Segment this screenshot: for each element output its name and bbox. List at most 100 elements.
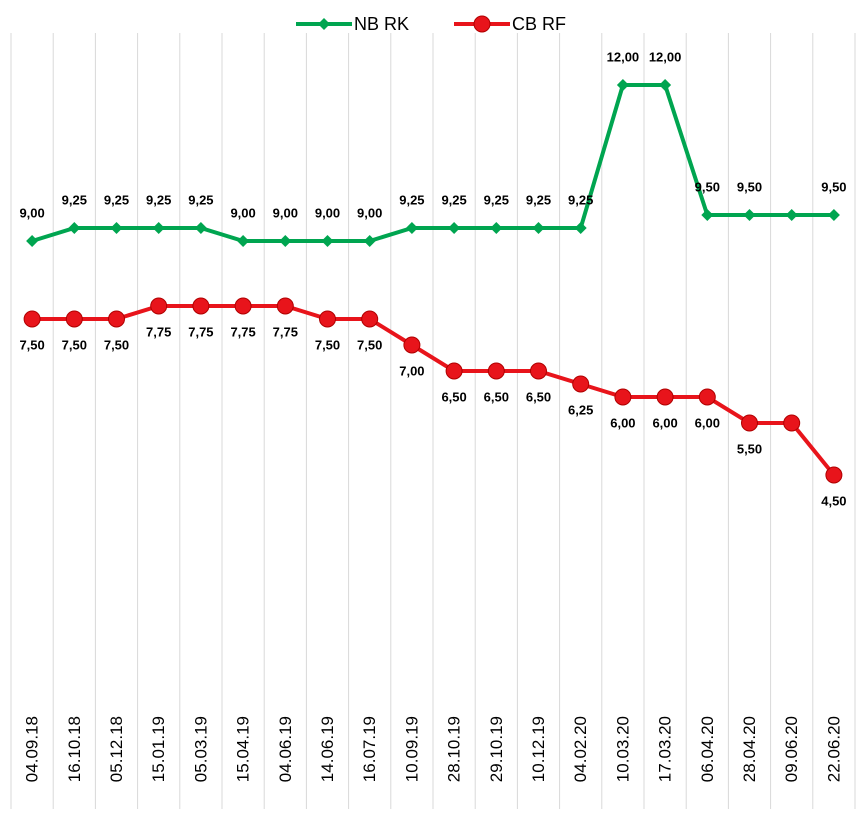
point	[150, 297, 168, 315]
point	[68, 222, 81, 234]
x-tick-label: 04.02.20	[571, 716, 590, 782]
data-label: 9,25	[62, 192, 87, 207]
x-tick-label: 04.09.18	[23, 716, 42, 782]
point	[574, 222, 587, 234]
x-tick-label: 16.10.18	[65, 716, 84, 782]
data-label: 7,50	[104, 337, 129, 352]
point	[448, 222, 461, 234]
point	[701, 209, 714, 221]
legend-label: CB RF	[512, 14, 566, 34]
x-tick-label: 17.03.20	[656, 716, 675, 782]
data-label: 7,50	[19, 337, 44, 352]
point	[656, 388, 674, 406]
data-label: 7,75	[146, 324, 171, 339]
data-label: 9,00	[273, 205, 298, 220]
x-tick-label: 06.04.20	[698, 716, 717, 782]
x-tick-label: 15.04.19	[234, 716, 253, 782]
data-label: 9,00	[315, 205, 340, 220]
point	[743, 209, 756, 221]
point	[321, 235, 334, 247]
data-label: 6,50	[484, 389, 509, 404]
data-label: 4,50	[821, 493, 846, 508]
point	[237, 235, 250, 247]
point	[361, 310, 379, 328]
point	[108, 310, 125, 328]
data-label: 9,25	[146, 192, 171, 207]
point	[405, 222, 418, 234]
point	[532, 222, 545, 234]
data-label: 6,00	[695, 415, 720, 430]
data-label: 12,00	[649, 49, 682, 64]
point	[319, 310, 336, 328]
data-label: 7,50	[315, 337, 340, 352]
data-label: 7,50	[62, 337, 87, 352]
point	[276, 297, 294, 315]
x-tick-label: 10.09.19	[402, 716, 421, 782]
data-label: 9,50	[695, 179, 720, 194]
x-tick-label: 04.06.19	[276, 716, 295, 782]
x-tick-label: 10.12.19	[529, 716, 548, 782]
point	[741, 414, 758, 432]
data-label: 6,00	[652, 415, 677, 430]
data-label: 9,25	[568, 192, 593, 207]
data-label: 9,50	[821, 179, 846, 194]
point	[825, 466, 843, 484]
series-line	[31, 83, 834, 243]
data-label: 6,25	[568, 402, 593, 417]
point	[445, 362, 463, 380]
data-label: 7,00	[399, 363, 424, 378]
point	[487, 362, 505, 380]
data-label: 9,25	[104, 192, 129, 207]
point	[530, 362, 547, 380]
x-tick-label: 28.04.20	[740, 716, 759, 782]
data-label: 6,50	[441, 389, 466, 404]
point	[616, 79, 629, 91]
x-tick-label: 10.03.20	[613, 716, 632, 782]
point	[234, 297, 252, 315]
data-label: 7,75	[230, 324, 255, 339]
x-tick-label: 05.12.18	[107, 716, 126, 782]
point	[614, 388, 632, 406]
data-label: 9,00	[357, 205, 382, 220]
point	[152, 222, 165, 234]
point	[785, 209, 798, 221]
point	[363, 235, 376, 247]
legend-label: NB RK	[354, 14, 409, 34]
data-label: 5,50	[737, 441, 762, 456]
x-tick-label: 22.06.20	[824, 716, 843, 782]
data-label: 6,00	[610, 415, 635, 430]
point	[698, 388, 716, 406]
point	[279, 235, 292, 247]
data-label: 9,00	[230, 205, 255, 220]
x-tick-label: 28.10.19	[445, 716, 464, 782]
point	[192, 297, 210, 315]
data-label: 9,25	[526, 192, 551, 207]
point	[65, 310, 83, 328]
data-label: 7,50	[357, 337, 382, 352]
point	[572, 375, 590, 393]
point	[490, 222, 503, 234]
data-label: 9,25	[188, 192, 213, 207]
point	[827, 209, 840, 221]
x-tick-label: 16.07.19	[360, 716, 379, 782]
x-tick-label: 14.06.19	[318, 716, 337, 782]
data-label: 9,00	[19, 205, 44, 220]
point	[403, 336, 421, 354]
point	[26, 235, 39, 247]
x-tick-label: 09.06.20	[782, 716, 801, 782]
x-tick-label: 05.03.19	[191, 716, 210, 782]
data-label: 7,75	[188, 324, 213, 339]
point	[23, 310, 41, 328]
x-tick-label: 15.01.19	[149, 716, 168, 782]
data-label: 9,25	[484, 192, 509, 207]
legend-marker	[318, 18, 330, 30]
point	[783, 414, 801, 432]
data-label: 6,50	[526, 389, 551, 404]
data-label: 9,25	[441, 192, 466, 207]
data-label: 9,50	[737, 179, 762, 194]
data-label: 9,25	[399, 192, 424, 207]
legend-marker	[473, 15, 491, 33]
x-tick-label: 29.10.19	[487, 716, 506, 782]
data-label: 7,75	[273, 324, 298, 339]
